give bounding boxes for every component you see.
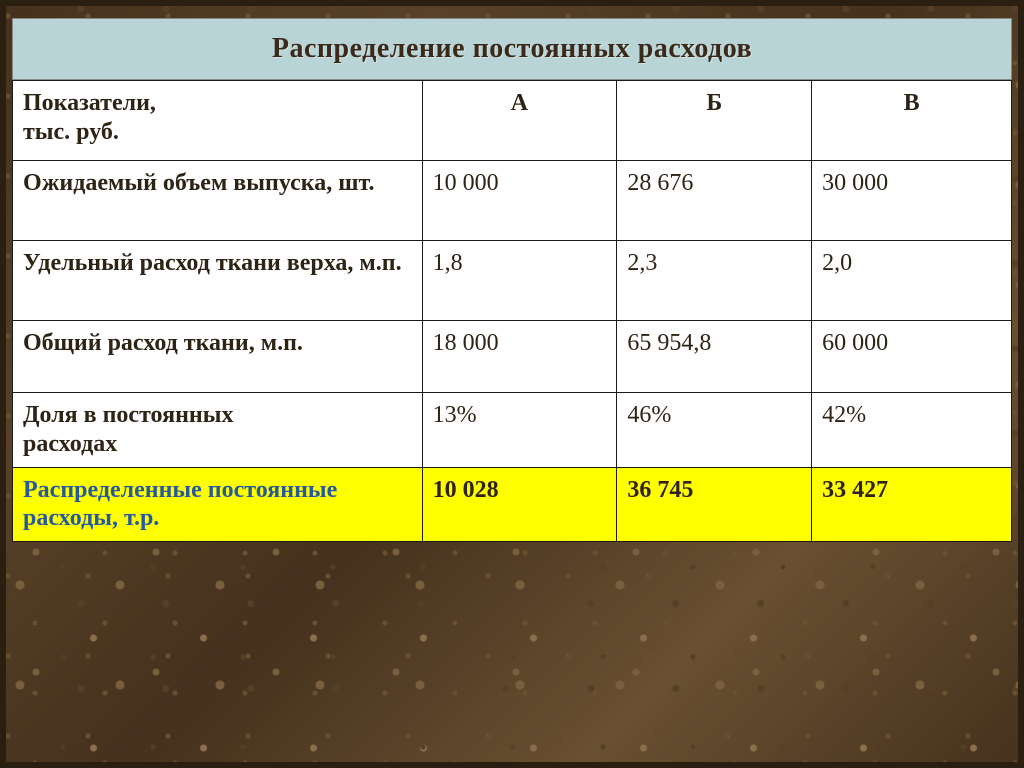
cell-b: 36 745 xyxy=(617,467,812,542)
table-row: Общий расход ткани, м.п. 18 000 65 954,8… xyxy=(13,321,1012,393)
row-label: Удельный расход ткани верха, м.п. xyxy=(13,241,423,321)
cell-a: 10 028 xyxy=(422,467,617,542)
cell-v: 60 000 xyxy=(812,321,1012,393)
cell-v: 2,0 xyxy=(812,241,1012,321)
cell-a: 1,8 xyxy=(422,241,617,321)
cell-v: 30 000 xyxy=(812,161,1012,241)
row-label: Ожидаемый объем выпуска, шт. xyxy=(13,161,423,241)
cell-b: 2,3 xyxy=(617,241,812,321)
cell-a: 10 000 xyxy=(422,161,617,241)
table-row: Удельный расход ткани верха, м.п. 1,8 2,… xyxy=(13,241,1012,321)
cell-a: 13% xyxy=(422,393,617,468)
slide-content: Распределение постоянных расходов Показа… xyxy=(0,0,1024,542)
header-col-b: Б xyxy=(617,81,812,161)
table-row: Доля в постоянных расходах 13% 46% 42% xyxy=(13,393,1012,468)
table-row: Ожидаемый объем выпуска, шт. 10 000 28 6… xyxy=(13,161,1012,241)
header-label-line2: тыс. руб. xyxy=(23,118,412,147)
slide-title: Распределение постоянных расходов xyxy=(272,33,752,65)
header-label-line1: Показатели, xyxy=(23,89,412,118)
row-label: Общий расход ткани, м.п. xyxy=(13,321,423,393)
header-label: Показатели, тыс. руб. xyxy=(13,81,423,161)
row-label-line1: Доля в постоянных xyxy=(23,401,412,430)
header-col-v: В xyxy=(812,81,1012,161)
cell-b: 65 954,8 xyxy=(617,321,812,393)
cell-b: 46% xyxy=(617,393,812,468)
title-bar: Распределение постоянных расходов xyxy=(12,18,1012,80)
row-label: Доля в постоянных расходах xyxy=(13,393,423,468)
row-label-line2: расходах xyxy=(23,430,412,459)
cell-v: 42% xyxy=(812,393,1012,468)
cell-b: 28 676 xyxy=(617,161,812,241)
table-header-row: Показатели, тыс. руб. А Б В xyxy=(13,81,1012,161)
data-table: Показатели, тыс. руб. А Б В Ожидаемый об… xyxy=(12,80,1012,542)
row-label: Распределенные постоянные расходы, т.р. xyxy=(13,467,423,542)
header-col-a: А xyxy=(422,81,617,161)
cell-a: 18 000 xyxy=(422,321,617,393)
table-row-highlight: Распределенные постоянные расходы, т.р. … xyxy=(13,467,1012,542)
cell-v: 33 427 xyxy=(812,467,1012,542)
